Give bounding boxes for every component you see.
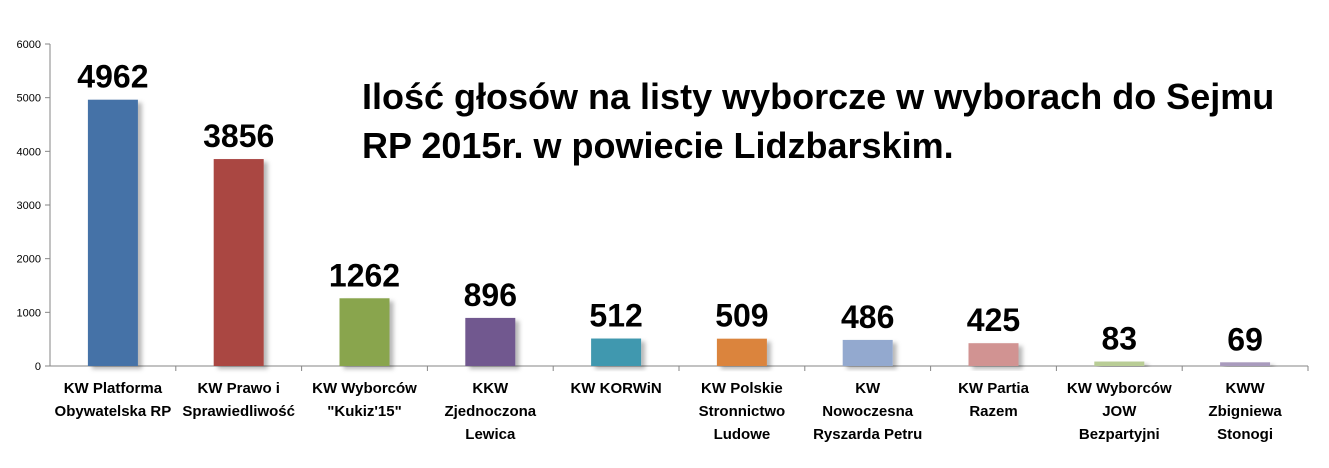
data-label: 509 (715, 298, 768, 334)
x-tick-label: Stonogi (1217, 426, 1273, 443)
y-tick-label: 4000 (17, 146, 41, 158)
x-tick-label: KW KORWiN (570, 380, 661, 397)
x-tick-label: KKW (472, 380, 509, 397)
y-tick-label: 1000 (17, 307, 41, 319)
x-tick-label: Sprawiedliwość (182, 403, 295, 420)
chart-title-line-1: Ilość głosów na listy wyborcze w wyborac… (362, 76, 1274, 117)
bar (1094, 361, 1145, 366)
x-tick-label: KWW (1226, 380, 1266, 397)
x-tick-label: KW Platforma (64, 380, 163, 397)
x-tick-label: Obywatelska RP (55, 403, 172, 420)
data-label: 4962 (77, 59, 148, 95)
data-label: 1262 (329, 257, 400, 293)
bar (716, 338, 767, 366)
data-label: 425 (967, 302, 1020, 338)
x-tick-label: KW (855, 380, 881, 397)
y-tick-label: 0 (35, 361, 41, 373)
x-tick-label: Ludowe (714, 426, 771, 443)
bar (1220, 362, 1271, 366)
x-tick-label: Bezpartyjni (1079, 426, 1160, 443)
x-tick-label: Razem (969, 403, 1017, 420)
x-tick-label: Lewica (465, 426, 516, 443)
x-tick-label: KW Polskie (701, 380, 783, 397)
x-tick-label: KW Wyborców (312, 380, 417, 397)
x-tick-label: KW Partia (958, 380, 1030, 397)
data-label: 512 (589, 298, 642, 334)
data-label: 3856 (203, 118, 274, 154)
chart-category-labels: KW Platforma Obywatelska RP KW Prawo i Spra… (55, 380, 1283, 443)
bar (968, 343, 1019, 366)
data-label: 486 (841, 299, 894, 335)
chart-data-labels: 4962 3856 1262 896 512 509 486 425 83 69 (77, 59, 1263, 358)
x-tick-label: Stronnictwo (699, 403, 786, 420)
y-tick-label: 6000 (17, 39, 41, 51)
x-tick-label: Nowoczesna (822, 403, 914, 420)
x-tick-label: Ryszarda Petru (813, 426, 922, 443)
bar (842, 339, 893, 366)
bar (87, 99, 138, 367)
x-tick-label: Zbigniewa (1208, 403, 1282, 420)
bar (465, 317, 516, 366)
x-tick-label: Zjednoczona (444, 403, 536, 420)
bar (591, 338, 642, 366)
chart-bars (87, 99, 1271, 367)
data-label: 896 (464, 277, 517, 313)
data-label: 83 (1102, 321, 1138, 357)
x-tick-label: KW Prawo i (197, 380, 280, 397)
x-tick-label: KW Wyborców (1067, 380, 1172, 397)
y-tick-label: 3000 (17, 200, 41, 212)
y-tick-label: 2000 (17, 254, 41, 266)
x-tick-label: JOW (1102, 403, 1137, 420)
x-tick-label: "Kukiz'15" (327, 403, 401, 420)
bar (213, 159, 264, 366)
chart-title-line-2: RP 2015r. w powiecie Lidzbarskim. (362, 125, 954, 166)
data-label: 69 (1227, 321, 1263, 357)
bar (339, 298, 390, 366)
y-tick-label: 5000 (17, 93, 41, 105)
